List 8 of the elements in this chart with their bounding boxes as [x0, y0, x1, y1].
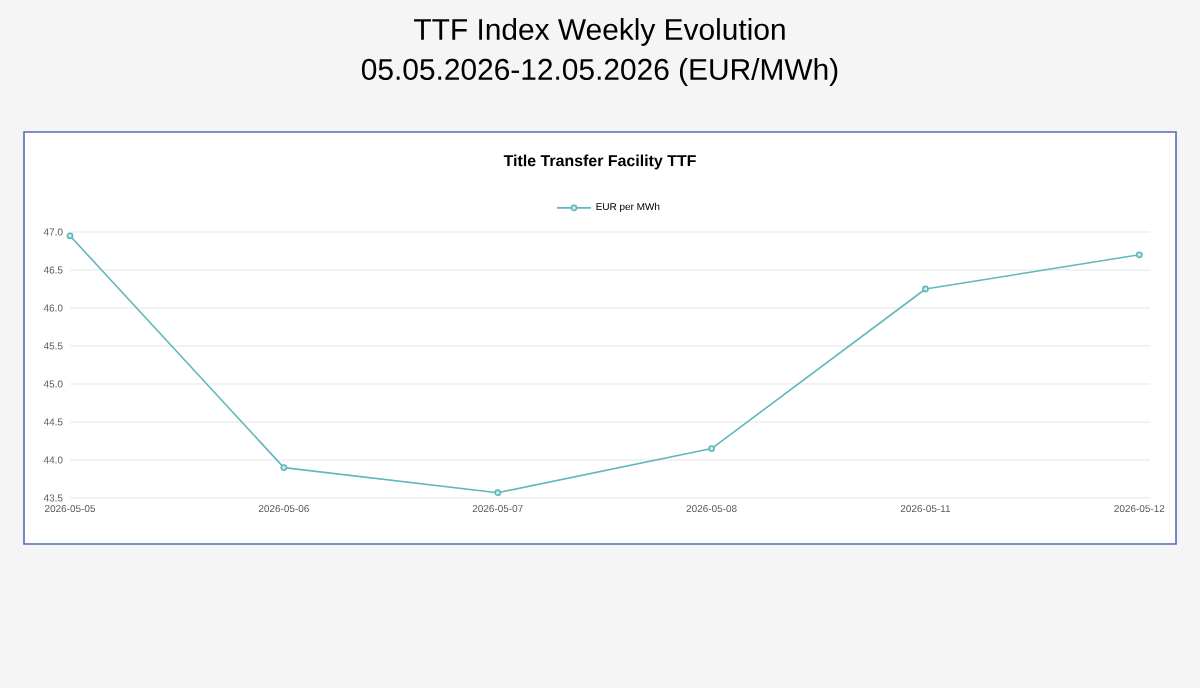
point [708, 445, 715, 452]
point [280, 464, 288, 471]
point [66, 232, 74, 240]
chart-subtitle: 05.05.2026-12.05.2026 (EUR/MWh) [361, 58, 838, 86]
point [922, 285, 929, 293]
point [494, 489, 502, 497]
point [1135, 251, 1143, 259]
chart-title: TTF Index Weekly Evolution [414, 18, 785, 46]
